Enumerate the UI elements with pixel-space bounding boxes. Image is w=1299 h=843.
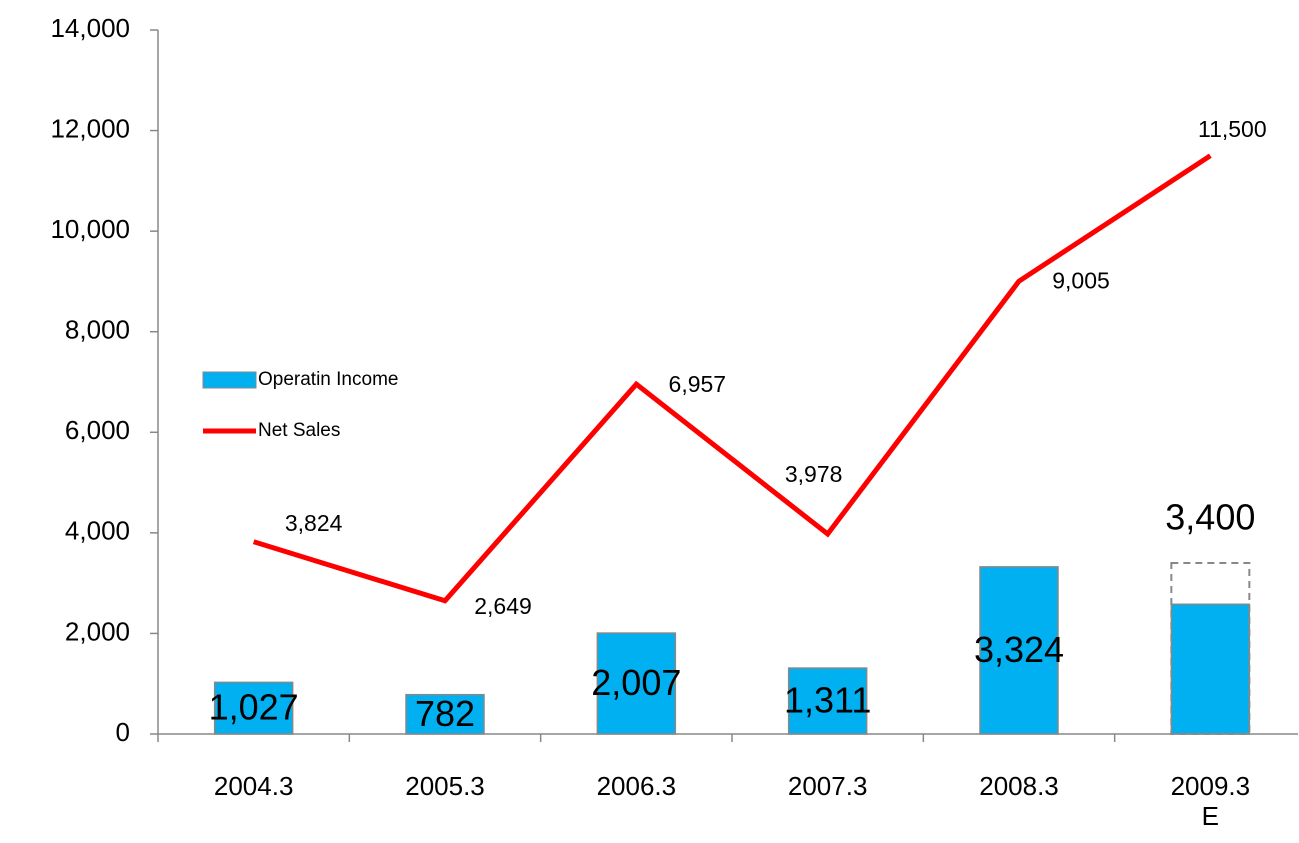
x-tick-label: 2004.3: [214, 771, 294, 801]
line-label: 3,824: [285, 510, 343, 536]
y-tick-label: 6,000: [65, 415, 130, 445]
y-tick-label: 4,000: [65, 516, 130, 546]
line-label: 2,649: [474, 593, 532, 619]
legend-swatch: [202, 371, 257, 389]
x-tick-label: 2005.3: [405, 771, 485, 801]
bar-label: 1,311: [784, 680, 871, 721]
y-tick-label: 12,000: [50, 113, 130, 143]
x-tick-label: 2009.3 E: [1171, 771, 1251, 831]
bar: [787, 667, 868, 735]
y-tick-label: 14,000: [50, 13, 130, 43]
line-label: 11,500: [1198, 116, 1267, 142]
x-tick-label: 2008.3: [979, 771, 1059, 801]
bar-label: 2,007: [591, 662, 681, 703]
bar: [979, 566, 1059, 735]
line-label: 9,005: [1052, 267, 1110, 293]
legend-label: Operatin Income: [258, 369, 398, 390]
y-tick-label: 2,000: [65, 616, 130, 646]
bar-label: 3,400: [1165, 497, 1255, 538]
x-tick-label: 2006.3: [597, 771, 677, 801]
y-tick-label: 0: [116, 717, 130, 747]
bar-label: 1,027: [209, 687, 299, 728]
line: [252, 153, 1212, 604]
line-label: 3,978: [785, 461, 843, 487]
line-label: 6,957: [669, 371, 727, 397]
x-tick-label: 2007.3: [788, 771, 868, 801]
y-tick-label: 8,000: [65, 315, 130, 345]
legend-label: Net Sales: [258, 420, 340, 441]
bar-label: 782: [415, 693, 475, 734]
bar: [405, 693, 485, 735]
bar-solid-part: [1170, 603, 1251, 735]
bar-outline: [1170, 562, 1251, 735]
bar-label: 3,324: [974, 629, 1064, 670]
bar: [596, 632, 677, 735]
bar: [213, 681, 294, 735]
y-tick-label: 10,000: [50, 214, 130, 244]
